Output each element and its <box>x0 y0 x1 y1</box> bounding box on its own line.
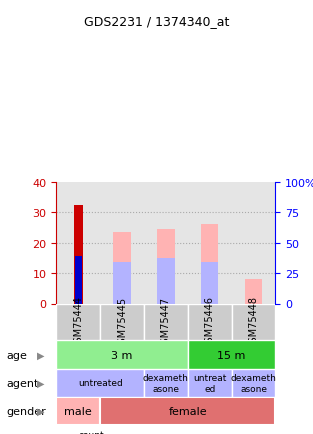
Text: 3 m: 3 m <box>111 350 133 360</box>
Bar <box>188 182 232 304</box>
Text: GSM75447: GSM75447 <box>161 296 171 349</box>
FancyBboxPatch shape <box>232 304 275 341</box>
FancyBboxPatch shape <box>56 304 100 341</box>
Text: male: male <box>64 406 92 416</box>
Text: GSM75446: GSM75446 <box>205 296 215 349</box>
Text: age: age <box>6 350 27 360</box>
FancyBboxPatch shape <box>144 369 188 397</box>
Text: GSM75448: GSM75448 <box>249 296 259 349</box>
Bar <box>100 182 144 304</box>
Bar <box>113 263 131 304</box>
Bar <box>56 182 100 304</box>
FancyBboxPatch shape <box>56 397 100 425</box>
FancyBboxPatch shape <box>188 341 275 369</box>
Bar <box>113 232 131 304</box>
Bar <box>157 258 175 304</box>
Bar <box>201 263 218 304</box>
Text: GDS2231 / 1374340_at: GDS2231 / 1374340_at <box>84 15 229 28</box>
Text: ▶: ▶ <box>37 378 44 388</box>
Bar <box>245 279 262 304</box>
Bar <box>157 229 175 304</box>
Bar <box>201 225 218 304</box>
Text: agent: agent <box>6 378 38 388</box>
Bar <box>144 182 188 304</box>
Text: dexameth
asone: dexameth asone <box>143 373 189 393</box>
Text: 15 m: 15 m <box>218 350 246 360</box>
Text: female: female <box>168 406 207 416</box>
Text: gender: gender <box>6 406 46 416</box>
Text: untreat
ed: untreat ed <box>193 373 226 393</box>
Bar <box>75 256 81 304</box>
FancyBboxPatch shape <box>100 304 144 341</box>
Bar <box>232 182 275 304</box>
FancyBboxPatch shape <box>100 397 275 425</box>
FancyBboxPatch shape <box>188 304 232 341</box>
Text: ▶: ▶ <box>37 406 44 416</box>
Text: dexameth
asone: dexameth asone <box>231 373 276 393</box>
Text: count: count <box>78 430 104 434</box>
FancyBboxPatch shape <box>188 369 232 397</box>
FancyBboxPatch shape <box>144 304 188 341</box>
FancyBboxPatch shape <box>56 369 144 397</box>
Text: GSM75445: GSM75445 <box>117 296 127 349</box>
FancyBboxPatch shape <box>56 341 188 369</box>
Text: ▶: ▶ <box>37 350 44 360</box>
Text: untreated: untreated <box>78 378 122 388</box>
Text: GSM75444: GSM75444 <box>73 296 83 349</box>
Bar <box>74 205 83 304</box>
FancyBboxPatch shape <box>232 369 275 397</box>
Text: ■: ■ <box>56 430 68 434</box>
